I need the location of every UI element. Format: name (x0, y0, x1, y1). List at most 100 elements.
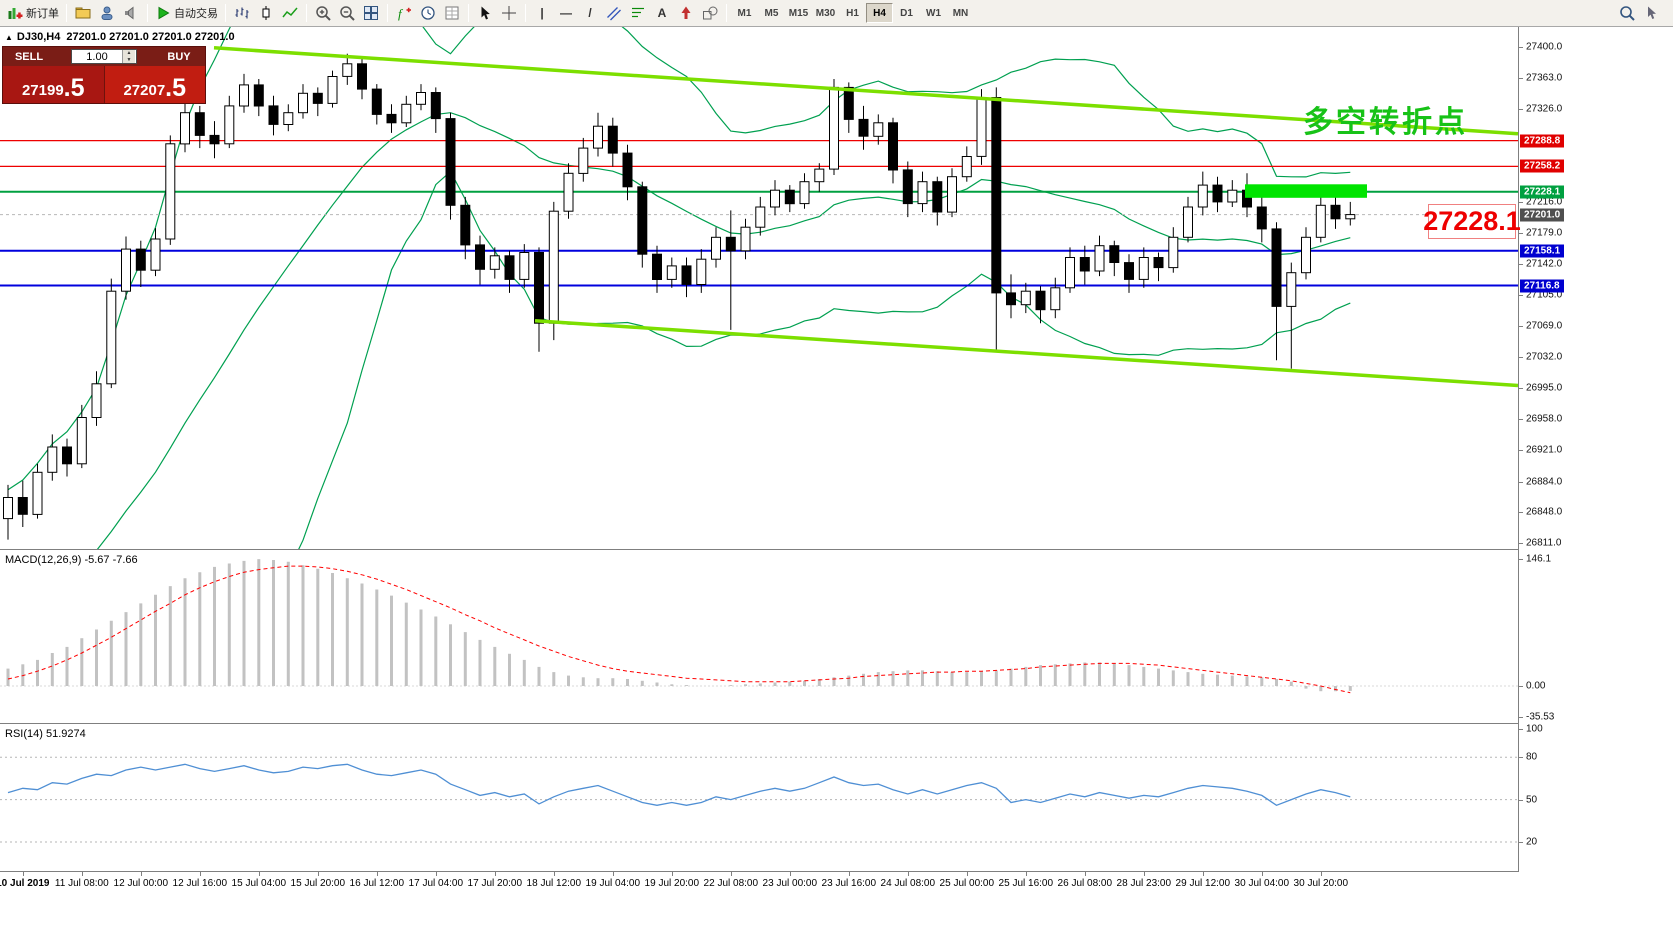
bar-chart-button[interactable] (230, 2, 254, 24)
time-tick (1084, 872, 1086, 876)
zoom-in-button[interactable] (311, 2, 335, 24)
sell-button[interactable]: SELL (14, 50, 44, 63)
shapes-button[interactable] (698, 2, 722, 24)
candle (32, 471, 43, 515)
toolbar-separator (147, 4, 148, 22)
volume-box: ▲ ▼ (71, 49, 137, 64)
candle (829, 86, 839, 170)
horizontal-line-button[interactable]: — (554, 2, 578, 24)
sell-price-main: 27199 (21, 82, 64, 99)
time-tick (553, 872, 555, 876)
text-button[interactable]: A (650, 2, 674, 24)
timeframe-H4[interactable]: H4 (866, 3, 893, 23)
time-axis[interactable]: 10 Jul 2019 11 Jul 08:00 12 Jul 00:00 12 Ju… (0, 872, 1518, 898)
candle (401, 103, 412, 124)
alerts-button[interactable] (119, 2, 143, 24)
candle (106, 290, 117, 385)
magnifier-icon (1620, 6, 1635, 21)
channel-lower-line[interactable] (534, 318, 1518, 388)
charts-button[interactable] (71, 2, 95, 24)
rsi-panel[interactable]: RSI(14) 51.9274 (0, 725, 1518, 871)
indicators-button[interactable]: f (392, 2, 416, 24)
quick-help-button[interactable] (1639, 2, 1663, 24)
price-chart-panel[interactable]: ▲ DJ30,H4 27201.0 27201.0 27201.0 27201.… (0, 27, 1521, 549)
zoom-out-icon (340, 6, 355, 21)
time-label: 26 Jul 08:00 (1057, 878, 1113, 889)
time-label: 10 Jul 2019 (0, 878, 50, 889)
candle (312, 92, 323, 104)
fibo-icon (632, 7, 644, 18)
sell-price-button[interactable]: 27199.5 (3, 66, 105, 103)
ohlc-values: 27201.0 27201.0 27201.0 27201.0 (66, 31, 235, 43)
svg-text:f: f (398, 6, 404, 21)
price-scale[interactable]: 27400.0 27363.0 27326.0 27216.0 27179.0 27142… (1518, 27, 1673, 872)
candlestick-chart-button[interactable] (254, 2, 278, 24)
time-label: 28 Jul 23:00 (1116, 878, 1172, 889)
crosshair-button[interactable] (497, 2, 521, 24)
time-tick (612, 872, 614, 876)
macd-panel[interactable]: MACD(12,26,9) -5.67 -7.66 (0, 551, 1518, 723)
candle (1065, 257, 1075, 289)
search-button[interactable] (1615, 2, 1639, 24)
line-chart-button[interactable] (278, 2, 302, 24)
timeframe-M15[interactable]: M15 (788, 7, 809, 19)
trendline-button[interactable]: / (578, 2, 602, 24)
candle (298, 92, 308, 114)
shapes-icon (703, 6, 718, 20)
arrows-button[interactable] (674, 2, 698, 24)
highlight-zone-rect[interactable] (1245, 184, 1367, 198)
price-badge: 27288.8 (1520, 134, 1565, 148)
time-tick (199, 872, 201, 876)
new-order-button[interactable]: 新订单 (4, 2, 62, 24)
channel-upper-line[interactable] (213, 46, 1518, 136)
autotrading-button[interactable]: 自动交易 (152, 2, 221, 24)
price-callout: 27228.1 (1423, 204, 1521, 239)
collapse-one-click-icon[interactable]: ▲ (5, 32, 13, 42)
periods-button[interactable] (416, 2, 440, 24)
candle (17, 497, 28, 515)
time-tick (376, 872, 378, 876)
templates-button[interactable] (440, 2, 464, 24)
candle (62, 446, 72, 465)
candle (489, 255, 500, 270)
candle (519, 252, 530, 280)
candle (888, 122, 898, 171)
timeframe-D1[interactable]: D1 (900, 7, 913, 19)
candle (445, 118, 456, 206)
candle (386, 113, 397, 124)
profile-icon (101, 6, 113, 20)
volume-down-button[interactable]: ▼ (123, 56, 135, 63)
timeframe-M5[interactable]: M5 (764, 7, 779, 19)
volume-up-button[interactable]: ▲ (123, 50, 135, 57)
time-label: 12 Jul 00:00 (113, 878, 169, 889)
price-tick-label: 26958.0 (1526, 413, 1563, 425)
candle (430, 92, 441, 120)
profiles-button[interactable] (95, 2, 119, 24)
cursor-button[interactable] (473, 2, 497, 24)
time-label: 22 Jul 08:00 (703, 878, 759, 889)
timeframe-MN[interactable]: MN (952, 7, 969, 19)
buy-button[interactable]: BUY (167, 50, 191, 63)
autotrading-button-label: 自动交易 (174, 8, 218, 20)
fibonacci-button[interactable] (626, 2, 650, 24)
timeframe-M30[interactable]: M30 (815, 7, 836, 19)
candle (932, 181, 943, 213)
timeframe-H1[interactable]: H1 (846, 7, 859, 19)
panel-separator[interactable] (0, 549, 1673, 550)
zoom-out-button[interactable] (335, 2, 359, 24)
timeframe-W1[interactable]: W1 (926, 7, 941, 19)
channel-button[interactable] (602, 2, 626, 24)
buy-price-button[interactable]: 27207.5 (104, 66, 205, 103)
candle (696, 258, 707, 285)
price-chart[interactable] (0, 27, 1518, 549)
macd-chart (0, 559, 1518, 694)
panel-separator[interactable] (0, 723, 1673, 724)
tile-windows-button[interactable] (359, 2, 383, 24)
candle (1183, 206, 1193, 238)
vertical-line-button[interactable]: | (530, 2, 554, 24)
timeframe-M1[interactable]: M1 (737, 7, 752, 19)
candle (357, 63, 367, 90)
toolbar-separator (726, 4, 727, 22)
volume-input[interactable] (72, 50, 122, 63)
candle (165, 143, 176, 240)
